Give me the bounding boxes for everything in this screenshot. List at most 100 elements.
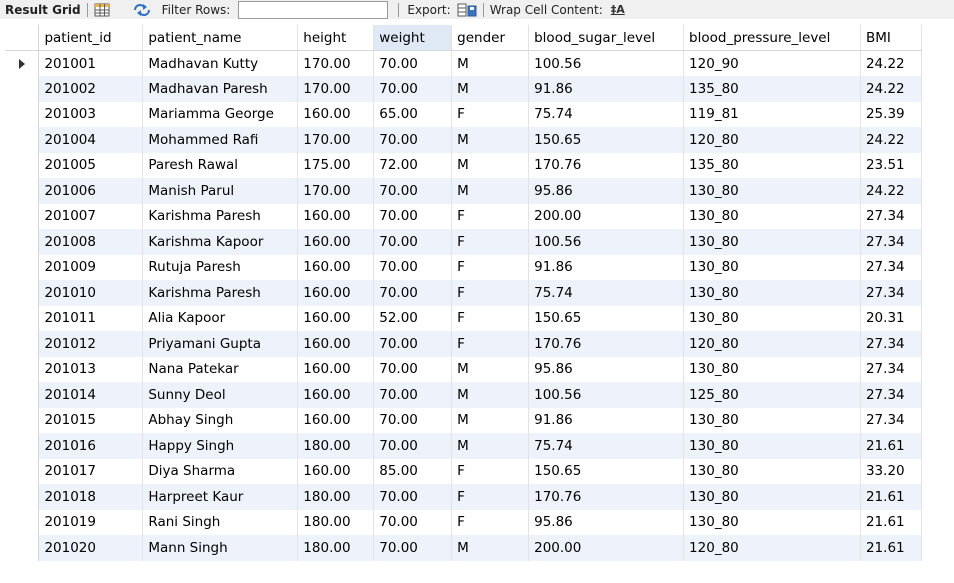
cell-patient-name[interactable]: Mann Singh	[142, 535, 299, 561]
cell-blood-pressure-level[interactable]: 119_81	[683, 101, 861, 127]
cell-gender[interactable]: F	[451, 280, 530, 306]
cell-blood-pressure-level[interactable]: 130_80	[683, 305, 861, 331]
cell-blood-pressure-level[interactable]: 130_80	[683, 407, 861, 433]
cell-weight[interactable]: 70.00	[373, 535, 453, 561]
cell-bmi[interactable]: 24.22	[860, 127, 923, 153]
cell-patient-id[interactable]: 201002	[38, 76, 144, 102]
column-header-weight[interactable]: weight	[373, 25, 453, 51]
cell-gender[interactable]: F	[451, 484, 530, 510]
cell-blood-sugar-level[interactable]: 91.86	[528, 407, 685, 433]
cell-blood-pressure-level[interactable]: 130_80	[683, 484, 861, 510]
cell-height[interactable]: 170.00	[297, 76, 375, 102]
row-indicator[interactable]	[5, 152, 40, 178]
cell-gender[interactable]: M	[451, 178, 530, 204]
row-indicator[interactable]	[5, 178, 40, 204]
cell-blood-sugar-level[interactable]: 91.86	[528, 254, 685, 280]
cell-patient-id[interactable]: 201005	[38, 152, 144, 178]
cell-patient-name[interactable]: Rani Singh	[142, 509, 299, 535]
cell-blood-sugar-level[interactable]: 95.86	[528, 178, 685, 204]
cell-blood-pressure-level[interactable]: 130_80	[683, 280, 861, 306]
cell-height[interactable]: 180.00	[297, 433, 375, 459]
cell-patient-id[interactable]: 201019	[38, 509, 144, 535]
cell-gender[interactable]: F	[451, 305, 530, 331]
cell-weight[interactable]: 70.00	[373, 127, 453, 153]
row-indicator[interactable]	[5, 382, 40, 408]
cell-patient-id[interactable]: 201003	[38, 101, 144, 127]
cell-blood-pressure-level[interactable]: 130_80	[683, 178, 861, 204]
filter-rows-input[interactable]	[238, 0, 389, 19]
cell-height[interactable]: 170.00	[297, 178, 375, 204]
cell-patient-id[interactable]: 201010	[38, 280, 144, 306]
cell-bmi[interactable]: 27.34	[860, 407, 923, 433]
cell-patient-name[interactable]: Manish Parul	[142, 178, 299, 204]
row-indicator[interactable]	[5, 458, 40, 484]
column-header-patient-name[interactable]: patient_name	[142, 25, 299, 51]
table-row[interactable]: 201012 Priyamani Gupta 160.00 70.00 F 170.76 1…	[5, 331, 923, 357]
cell-bmi[interactable]: 21.61	[860, 433, 923, 459]
cell-patient-name[interactable]: Sunny Deol	[142, 382, 299, 408]
cell-weight[interactable]: 70.00	[373, 178, 453, 204]
cell-weight[interactable]: 72.00	[373, 152, 453, 178]
cell-weight[interactable]: 70.00	[373, 382, 453, 408]
cell-weight[interactable]: 70.00	[373, 356, 453, 382]
table-row[interactable]: 201004 Mohammed Rafi 170.00 70.00 M 150.65 120…	[5, 127, 923, 153]
cell-gender[interactable]: F	[451, 458, 530, 484]
cell-weight[interactable]: 52.00	[373, 305, 453, 331]
row-indicator[interactable]	[5, 484, 40, 510]
cell-patient-id[interactable]: 201001	[38, 50, 144, 76]
cell-height[interactable]: 180.00	[297, 535, 375, 561]
cell-bmi[interactable]: 24.22	[860, 50, 923, 76]
cell-patient-id[interactable]: 201006	[38, 178, 144, 204]
cell-gender[interactable]: M	[451, 382, 530, 408]
cell-patient-id[interactable]: 201008	[38, 229, 144, 255]
cell-bmi[interactable]: 27.34	[860, 254, 923, 280]
table-row[interactable]: 201010 Karishma Paresh 160.00 70.00 F 75.74 13…	[5, 280, 923, 306]
cell-patient-name[interactable]: Happy Singh	[142, 433, 299, 459]
cell-weight[interactable]: 70.00	[373, 254, 453, 280]
cell-blood-pressure-level[interactable]: 130_80	[683, 433, 861, 459]
cell-blood-pressure-level[interactable]: 120_80	[683, 535, 861, 561]
cell-height[interactable]: 170.00	[297, 127, 375, 153]
cell-patient-name[interactable]: Rutuja Paresh	[142, 254, 299, 280]
cell-patient-name[interactable]: Paresh Rawal	[142, 152, 299, 178]
cell-patient-id[interactable]: 201004	[38, 127, 144, 153]
row-indicator[interactable]	[5, 433, 40, 459]
cell-blood-pressure-level[interactable]: 130_80	[683, 356, 861, 382]
cell-bmi[interactable]: 27.34	[860, 356, 923, 382]
cell-patient-name[interactable]: Mariamma George	[142, 101, 299, 127]
cell-blood-sugar-level[interactable]: 150.65	[528, 127, 685, 153]
table-row[interactable]: 201014 Sunny Deol 160.00 70.00 M 100.56 125_80…	[5, 382, 923, 408]
table-row[interactable]: 201018 Harpreet Kaur 180.00 70.00 F 170.76 130…	[5, 484, 923, 510]
row-indicator[interactable]	[5, 535, 40, 561]
cell-blood-sugar-level[interactable]: 91.86	[528, 76, 685, 102]
table-row[interactable]: 201009 Rutuja Paresh 160.00 70.00 F 91.86 130_…	[5, 254, 923, 280]
cell-bmi[interactable]: 20.31	[860, 305, 923, 331]
cell-blood-pressure-level[interactable]: 130_80	[683, 203, 861, 229]
cell-weight[interactable]: 70.00	[373, 76, 453, 102]
cell-blood-pressure-level[interactable]: 130_80	[683, 254, 861, 280]
cell-height[interactable]: 160.00	[297, 254, 375, 280]
cell-bmi[interactable]: 27.34	[860, 382, 923, 408]
cell-patient-name[interactable]: Harpreet Kaur	[142, 484, 299, 510]
table-row[interactable]: 201017 Diya Sharma 160.00 85.00 F 150.65 130_8…	[5, 458, 923, 484]
cell-weight[interactable]: 85.00	[373, 458, 453, 484]
cell-gender[interactable]: M	[451, 127, 530, 153]
cell-bmi[interactable]: 24.22	[860, 76, 923, 102]
cell-patient-name[interactable]: Mohammed Rafi	[142, 127, 299, 153]
cell-patient-id[interactable]: 201016	[38, 433, 144, 459]
cell-gender[interactable]: F	[451, 331, 530, 357]
cell-gender[interactable]: M	[451, 76, 530, 102]
cell-height[interactable]: 175.00	[297, 152, 375, 178]
cell-patient-name[interactable]: Madhavan Kutty	[142, 50, 299, 76]
cell-blood-sugar-level[interactable]: 170.76	[528, 484, 685, 510]
table-row[interactable]: 201007 Karishma Paresh 160.00 70.00 F 200.00 1…	[5, 203, 923, 229]
column-header-blood-sugar-level[interactable]: blood_sugar_level	[528, 25, 685, 51]
table-row[interactable]: 201019 Rani Singh 180.00 70.00 F 95.86 130_80 2…	[5, 509, 923, 535]
table-row[interactable]: 201001 Madhavan Kutty 170.00 70.00 M 100.56 12…	[5, 50, 923, 76]
cell-blood-sugar-level[interactable]: 95.86	[528, 509, 685, 535]
cell-height[interactable]: 160.00	[297, 382, 375, 408]
cell-patient-name[interactable]: Alia Kapoor	[142, 305, 299, 331]
cell-height[interactable]: 160.00	[297, 101, 375, 127]
cell-patient-id[interactable]: 201013	[38, 356, 144, 382]
row-indicator[interactable]	[5, 356, 40, 382]
